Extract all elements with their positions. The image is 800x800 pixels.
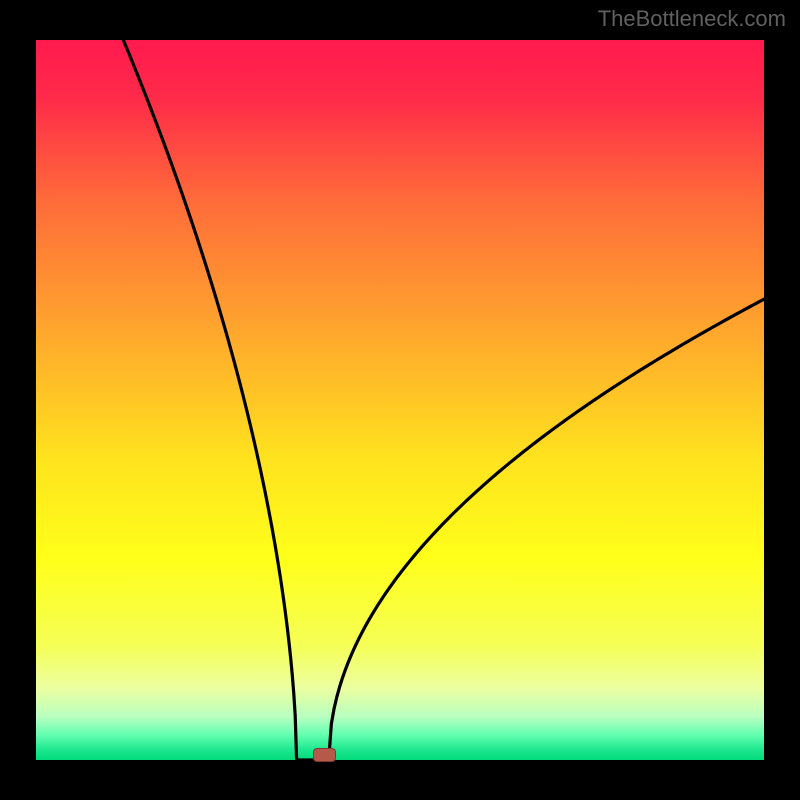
- chart-root: { "meta": { "watermark_text": "TheBottle…: [0, 0, 800, 800]
- bottleneck-curve: [36, 40, 764, 760]
- watermark-text: TheBottleneck.com: [598, 6, 786, 32]
- optimum-marker: [313, 748, 337, 762]
- curve-path: [123, 40, 764, 760]
- plot-area: [36, 40, 764, 760]
